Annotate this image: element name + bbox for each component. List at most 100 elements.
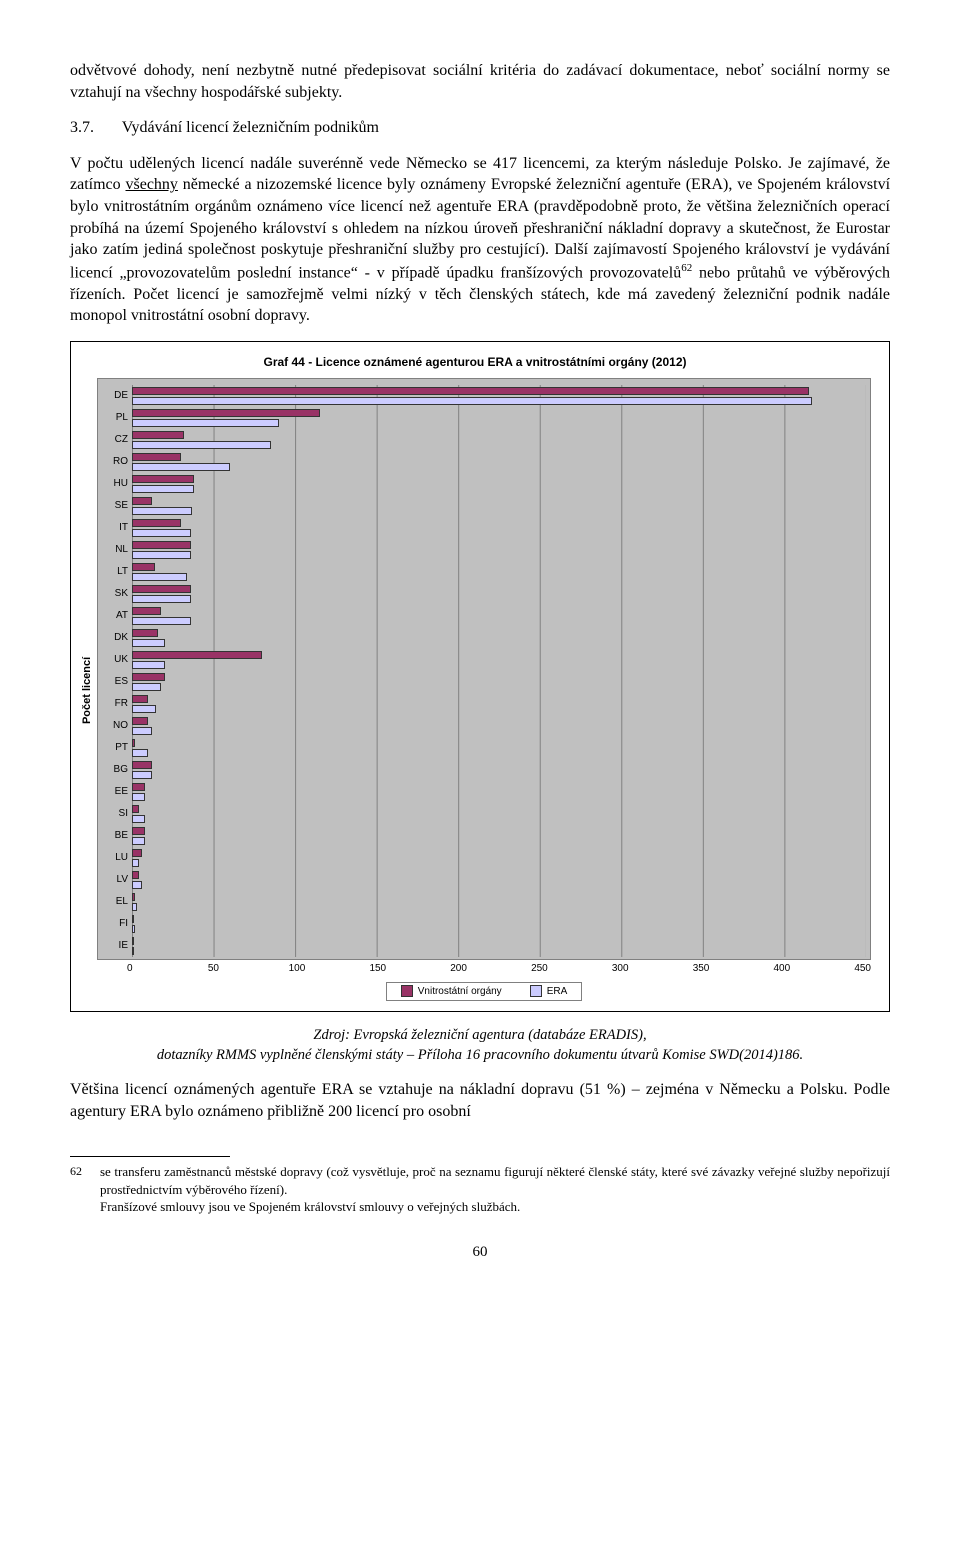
chart-bar-pair	[132, 583, 866, 605]
bar-vo	[132, 607, 161, 615]
chart-bar-pair	[132, 671, 866, 693]
chart-row-BG: BG	[102, 759, 866, 781]
chart-bar-pair	[132, 781, 866, 803]
chart-plot-area: DEPLCZROHUSEITNLLTSKATDKUKESFRNOPTBGEESI…	[97, 378, 871, 960]
chart-bar-pair	[132, 737, 866, 759]
x-tick: 200	[450, 962, 531, 976]
bar-era	[132, 837, 145, 845]
x-tick: 300	[612, 962, 693, 976]
legend-label-era: ERA	[547, 985, 568, 999]
bar-era	[132, 705, 156, 713]
chart-bar-pair	[132, 847, 866, 869]
bar-era	[132, 903, 137, 911]
chart-category-label: FR	[102, 697, 132, 711]
bar-vo	[132, 937, 134, 945]
chart-y-axis-label: Počet licencí	[81, 657, 96, 724]
footnote-text: se transferu zaměstnanců městské dopravy…	[100, 1163, 890, 1216]
chart-category-label: LU	[102, 851, 132, 865]
chart-row-BE: BE	[102, 825, 866, 847]
x-tick: 100	[289, 962, 370, 976]
bar-era	[132, 727, 152, 735]
chart-category-label: BE	[102, 829, 132, 843]
bar-vo	[132, 519, 181, 527]
chart-bar-pair	[132, 605, 866, 627]
chart-row-CZ: CZ	[102, 429, 866, 451]
chart-bar-pair	[132, 517, 866, 539]
chart-row-SK: SK	[102, 583, 866, 605]
chart-source: Zdroj: Evropská železniční agentura (dat…	[70, 1026, 890, 1065]
legend-label-vo: Vnitrostátní orgány	[418, 985, 502, 999]
heading-number: 3.7.	[70, 117, 118, 139]
bar-era	[132, 419, 279, 427]
paragraph-2: V počtu udělených licencí nadále suverén…	[70, 153, 890, 327]
x-tick: 50	[208, 962, 289, 976]
bar-era	[132, 529, 191, 537]
bar-era	[132, 639, 165, 647]
bar-era	[132, 441, 271, 449]
chart-44: Graf 44 - Licence oznámené agenturou ERA…	[70, 341, 890, 1012]
chart-category-label: SK	[102, 587, 132, 601]
footnote-text-a: se transferu zaměstnanců městské dopravy…	[100, 1164, 890, 1197]
chart-category-label: AT	[102, 609, 132, 623]
bar-era	[132, 771, 152, 779]
bar-era	[132, 947, 134, 955]
chart-category-label: DE	[102, 389, 132, 403]
chart-row-EE: EE	[102, 781, 866, 803]
chart-bar-pair	[132, 759, 866, 781]
bar-era	[132, 595, 191, 603]
chart-category-label: UK	[102, 653, 132, 667]
chart-category-label: HU	[102, 477, 132, 491]
bar-vo	[132, 629, 158, 637]
bar-vo	[132, 453, 181, 461]
chart-bar-pair	[132, 429, 866, 451]
chart-bar-pair	[132, 627, 866, 649]
bar-vo	[132, 431, 184, 439]
x-tick: 150	[369, 962, 450, 976]
chart-bar-pair	[132, 693, 866, 715]
x-tick: 400	[774, 962, 855, 976]
chart-bar-pair	[132, 407, 866, 429]
chart-category-label: PT	[102, 741, 132, 755]
chart-bar-pair	[132, 451, 866, 473]
bar-era	[132, 485, 194, 493]
x-tick: 450	[854, 962, 871, 976]
bar-era	[132, 925, 135, 933]
bar-era	[132, 683, 161, 691]
chart-category-label: PL	[102, 411, 132, 425]
chart-row-LU: LU	[102, 847, 866, 869]
chart-row-LT: LT	[102, 561, 866, 583]
bar-era	[132, 507, 192, 515]
footnote-number: 62	[70, 1163, 100, 1216]
chart-category-label: IT	[102, 521, 132, 535]
chart-bar-pair	[132, 473, 866, 495]
x-tick: 250	[531, 962, 612, 976]
heading-text: Vydávání licencí železničním podnikům	[122, 119, 379, 136]
chart-row-IT: IT	[102, 517, 866, 539]
chart-bar-pair	[132, 715, 866, 737]
chart-bar-pair	[132, 913, 866, 935]
chart-category-label: DK	[102, 631, 132, 645]
chart-bar-pair	[132, 385, 866, 407]
chart-category-label: FI	[102, 917, 132, 931]
paragraph-3: Většina licencí oznámených agentuře ERA …	[70, 1079, 890, 1122]
chart-category-label: IE	[102, 939, 132, 953]
chart-category-label: RO	[102, 455, 132, 469]
chart-category-label: ES	[102, 675, 132, 689]
bar-era	[132, 573, 187, 581]
bar-era	[132, 749, 148, 757]
bar-vo	[132, 673, 165, 681]
swatch-vo	[401, 985, 413, 997]
chart-row-UK: UK	[102, 649, 866, 671]
chart-category-label: SI	[102, 807, 132, 821]
bar-vo	[132, 893, 135, 901]
bar-vo	[132, 739, 135, 747]
x-tick: 0	[127, 962, 208, 976]
source-line-2: dotazníky RMMS vyplněné členskými státy …	[157, 1047, 803, 1063]
bar-era	[132, 881, 142, 889]
footnote-rule	[70, 1156, 230, 1157]
chart-bar-pair	[132, 649, 866, 671]
chart-row-LV: LV	[102, 869, 866, 891]
paragraph-1: odvětvové dohody, není nezbytně nutné př…	[70, 60, 890, 103]
chart-bar-pair	[132, 825, 866, 847]
bar-vo	[132, 563, 155, 571]
